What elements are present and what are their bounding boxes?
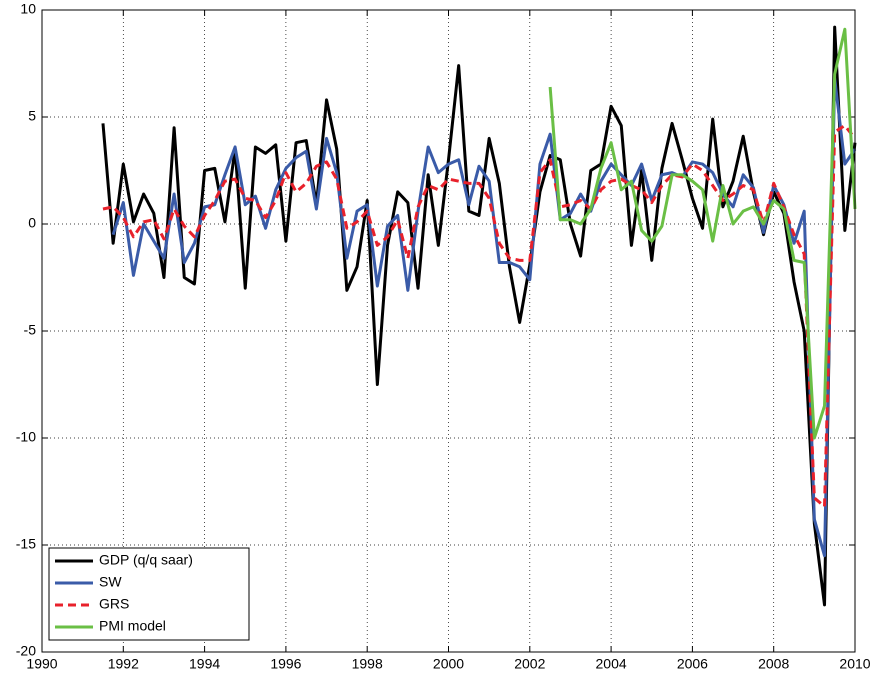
legend-label: PMI model <box>99 618 166 634</box>
legend-label: GRS <box>99 596 129 612</box>
legend-box <box>48 547 250 641</box>
y-tick-label: -20 <box>16 643 36 659</box>
y-tick-label: 5 <box>28 108 36 124</box>
y-tick-label: -10 <box>16 429 36 445</box>
legend-label: SW <box>99 574 122 590</box>
plot-frame <box>41 9 856 653</box>
x-tick-label: 2004 <box>596 656 627 672</box>
x-tick-label: 2002 <box>514 656 545 672</box>
x-tick-label: 2008 <box>758 656 789 672</box>
series-line <box>102 124 857 508</box>
legend: GDP (q/q saar) SW GRS PMI model <box>48 547 250 641</box>
y-tick-label: 0 <box>28 215 36 231</box>
legend-label: GDP (q/q saar) <box>99 552 193 568</box>
x-tick-label: 1998 <box>352 656 383 672</box>
y-tick-label: -5 <box>24 322 37 338</box>
x-tick-label: 1990 <box>26 656 57 672</box>
series-line <box>101 25 857 607</box>
x-tick-label: 1994 <box>189 656 220 672</box>
x-tick-label: 2010 <box>839 656 870 672</box>
y-tick-label: 10 <box>20 1 36 17</box>
series-line <box>548 27 857 440</box>
series-line <box>111 76 857 558</box>
x-tick-label: 1992 <box>108 656 139 672</box>
plot-area <box>42 10 855 652</box>
x-tick-label: 2000 <box>433 656 464 672</box>
x-tick-label: 2006 <box>677 656 708 672</box>
x-tick-label: 1996 <box>270 656 301 672</box>
y-tick-label: -15 <box>16 536 36 552</box>
